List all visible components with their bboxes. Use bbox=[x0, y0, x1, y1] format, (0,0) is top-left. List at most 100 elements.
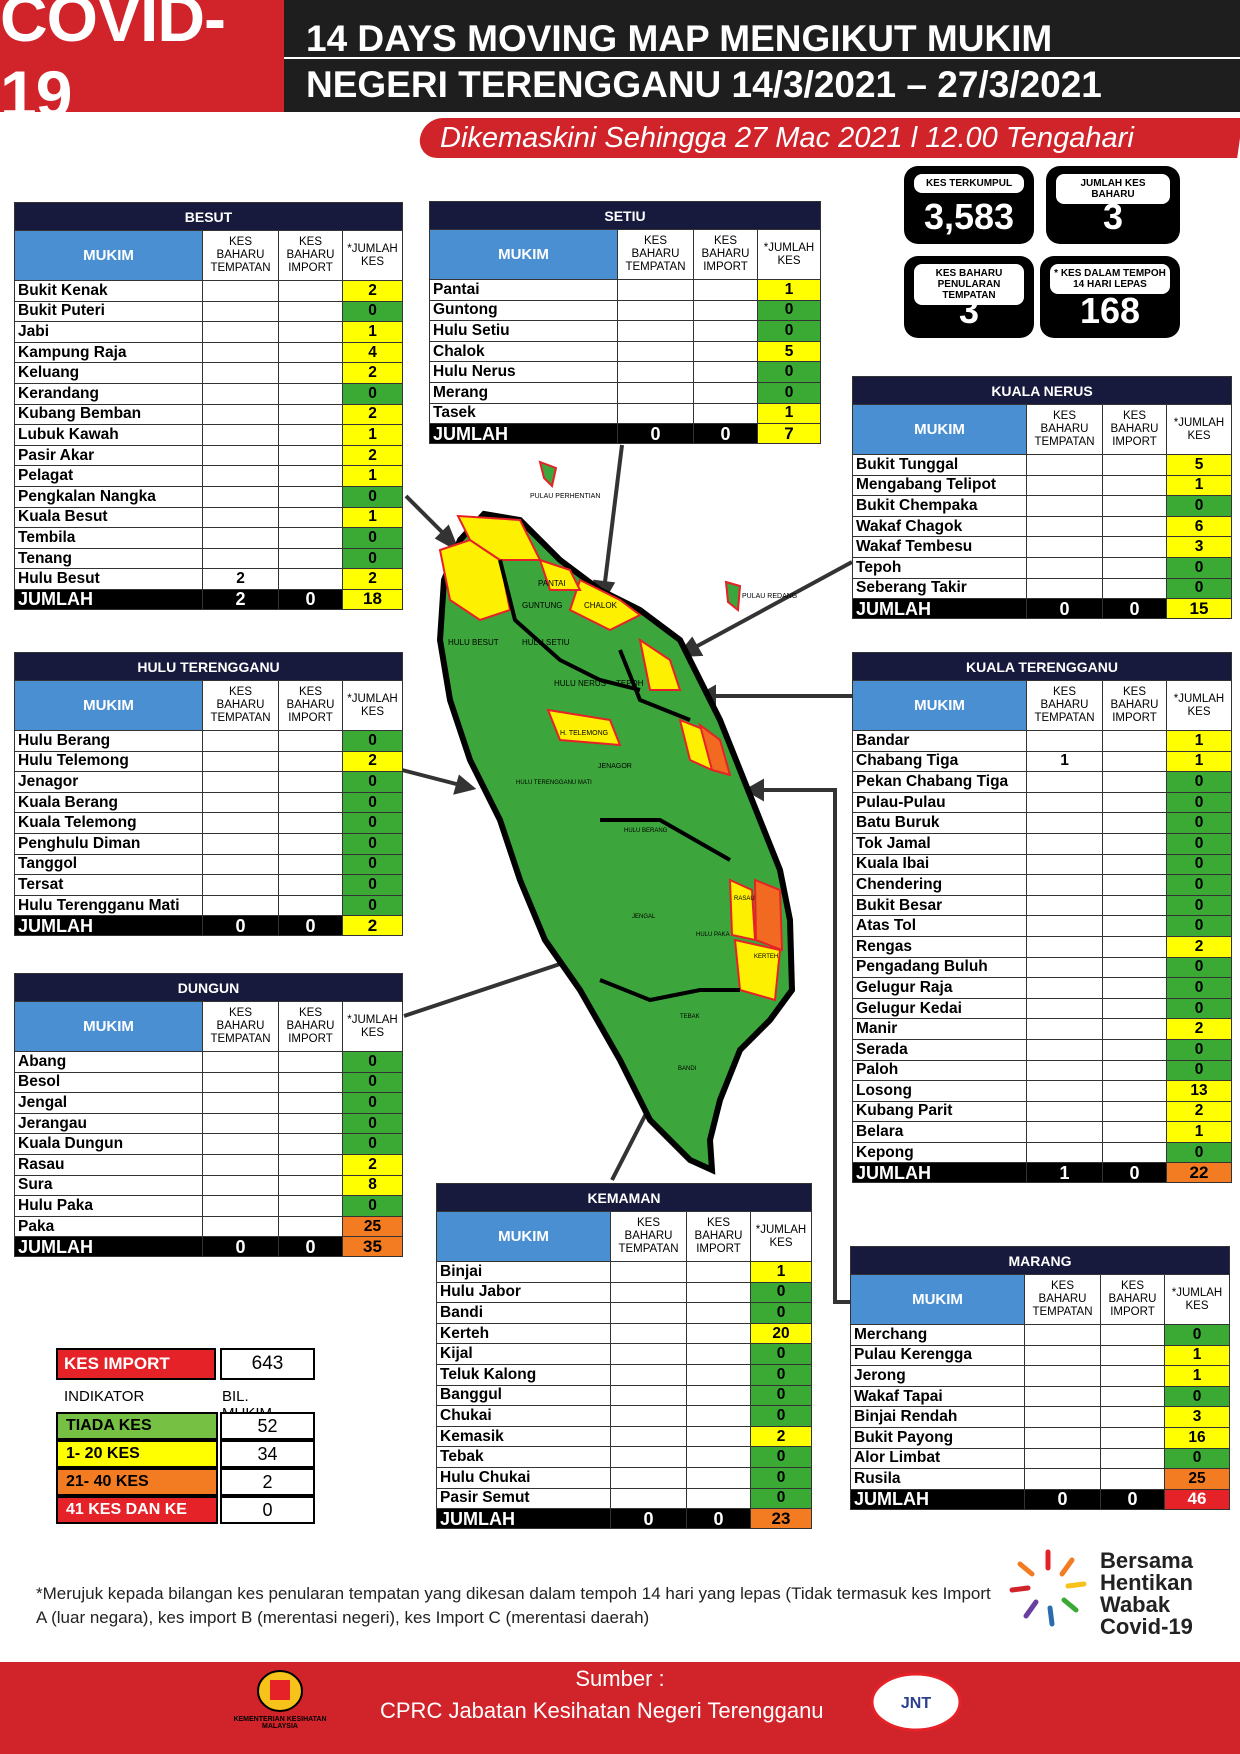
mukim-name: Kubang Parit bbox=[852, 1100, 1027, 1123]
legend-label: 21- 40 KES bbox=[56, 1468, 218, 1496]
table-row: Chendering 0 bbox=[852, 874, 1232, 896]
kes-import bbox=[686, 1322, 751, 1345]
kes-tempatan bbox=[1024, 1426, 1101, 1449]
mukim-name: Bukit Tunggal bbox=[852, 454, 1027, 476]
kes-tempatan bbox=[202, 750, 279, 773]
mukim-name: Jerangau bbox=[14, 1112, 203, 1135]
kes-tempatan bbox=[1026, 454, 1103, 476]
kes-tempatan bbox=[1026, 935, 1103, 958]
kes-tempatan bbox=[1026, 1141, 1103, 1164]
jumlah-kes: 0 bbox=[342, 547, 403, 570]
kes-tempatan bbox=[202, 1112, 279, 1135]
table-row: Kampung Raja 4 bbox=[14, 341, 403, 364]
total-import: 0 bbox=[278, 588, 343, 610]
jumlah-kes: 0 bbox=[342, 730, 403, 752]
total-import: 0 bbox=[278, 915, 343, 937]
mukim-name: Kemasik bbox=[436, 1425, 611, 1448]
state-outline bbox=[436, 510, 796, 1175]
kes-tempatan bbox=[1026, 1121, 1103, 1143]
district-table-kemaman: KEMAMAN MUKIM KES BAHARU TEMPATAN KES BAHAR… bbox=[436, 1183, 812, 1530]
kes-import bbox=[278, 1071, 343, 1094]
total-label: JUMLAH bbox=[436, 1508, 611, 1530]
mukim-name: Hulu Jabor bbox=[436, 1281, 611, 1304]
total-import: 0 bbox=[1102, 598, 1167, 620]
total-tempatan: 1 bbox=[1026, 1162, 1103, 1184]
kes-import bbox=[1102, 915, 1167, 937]
kes-import bbox=[278, 832, 343, 855]
kes-import bbox=[1102, 750, 1167, 773]
kes-tempatan bbox=[1026, 495, 1103, 517]
jumlah-kes: 0 bbox=[342, 1133, 403, 1155]
col-header-mukim: MUKIM bbox=[14, 230, 203, 281]
col-header-import: KES BAHARU IMPORT bbox=[693, 229, 758, 280]
table-row: Tenang 0 bbox=[14, 547, 403, 570]
table-row: Alor Limbat 0 bbox=[850, 1447, 1230, 1470]
campaign-logo-icon bbox=[1009, 1549, 1087, 1627]
kes-import bbox=[1102, 495, 1167, 517]
campaign-text: Bersama Hentikan Wabak Covid-19 bbox=[1100, 1550, 1193, 1638]
mukim-name: Tepoh bbox=[852, 556, 1027, 579]
total-row: JUMLAH 2 0 18 bbox=[14, 588, 403, 610]
mukim-name: Binjai Rendah bbox=[850, 1406, 1025, 1428]
jumlah-kes: 0 bbox=[342, 894, 403, 917]
stat-label: KES TERKUMPUL bbox=[914, 174, 1024, 193]
mukim-name: Banggul bbox=[436, 1384, 611, 1407]
total-jumlah: 7 bbox=[757, 423, 821, 445]
jumlah-kes: 0 bbox=[750, 1343, 812, 1365]
table-row: Seberang Takir 0 bbox=[852, 577, 1232, 600]
table-row: Kerteh 20 bbox=[436, 1322, 812, 1345]
jumlah-kes: 2 bbox=[342, 750, 403, 773]
kes-import bbox=[1102, 935, 1167, 958]
district-title: KEMAMAN bbox=[436, 1183, 812, 1212]
page-title-line2: NEGERI TERENGGANU 14/3/2021 – 27/3/2021 bbox=[306, 64, 1102, 105]
kes-tempatan bbox=[202, 1215, 279, 1238]
kes-import bbox=[686, 1302, 751, 1324]
jumlah-kes: 1 bbox=[1164, 1344, 1230, 1367]
table-row: Chabang Tiga 1 1 bbox=[852, 750, 1232, 773]
map-label-pantai: PANTAI bbox=[538, 579, 566, 588]
mukim-name: Guntong bbox=[429, 299, 618, 322]
jumlah-kes: 2 bbox=[342, 362, 403, 384]
jumlah-kes: 0 bbox=[1166, 874, 1232, 896]
kes-tempatan bbox=[1024, 1468, 1101, 1490]
district-table-setiu: SETIU MUKIM KES BAHARU TEMPATAN KES BAHARU … bbox=[429, 201, 821, 445]
mukim-name: Pulau-Pulau bbox=[852, 791, 1027, 814]
kes-import-value: 643 bbox=[220, 1348, 315, 1380]
total-jumlah: 18 bbox=[342, 588, 403, 610]
mukim-name: Chendering bbox=[852, 874, 1027, 896]
table-row: Hulu Jabor 0 bbox=[436, 1281, 812, 1304]
mukim-name: Belara bbox=[852, 1121, 1027, 1143]
jumlah-kes: 0 bbox=[342, 1051, 403, 1073]
region-kerteh bbox=[733, 938, 782, 1002]
kes-tempatan bbox=[1026, 1018, 1103, 1040]
mukim-name: Hulu Nerus bbox=[429, 361, 618, 383]
jumlah-kes: 0 bbox=[1166, 894, 1232, 917]
kes-import bbox=[686, 1261, 751, 1283]
col-header-tempatan: KES BAHARU TEMPATAN bbox=[202, 680, 279, 731]
table-row: Chalok 5 bbox=[429, 340, 821, 363]
kes-import bbox=[278, 280, 343, 302]
kes-import bbox=[1102, 1080, 1167, 1102]
legend-count: 2 bbox=[220, 1468, 315, 1496]
table-row: Serada 0 bbox=[852, 1038, 1232, 1061]
kes-import bbox=[278, 1195, 343, 1217]
region-paka bbox=[753, 878, 784, 952]
kes-tempatan bbox=[610, 1322, 687, 1345]
arrow-dungun bbox=[403, 958, 573, 1018]
jumlah-kes: 0 bbox=[1164, 1324, 1230, 1346]
border-hulu-dungun bbox=[600, 818, 731, 862]
table-row: Gelugur Kedai 0 bbox=[852, 997, 1232, 1020]
col-header-jumlah: *JUMLAH KES bbox=[1166, 680, 1232, 731]
jumlah-kes: 0 bbox=[757, 299, 821, 322]
total-tempatan: 0 bbox=[202, 1236, 279, 1258]
jumlah-kes: 0 bbox=[1166, 997, 1232, 1020]
mukim-name: Kubang Bemban bbox=[14, 403, 203, 426]
district-table-dungun: DUNGUN MUKIM KES BAHARU TEMPATAN KES BAHARU… bbox=[14, 973, 403, 1258]
kes-tempatan bbox=[202, 874, 279, 896]
kes-import-label: KES IMPORT bbox=[56, 1348, 216, 1380]
kes-tempatan bbox=[1026, 1100, 1103, 1123]
kes-import bbox=[1100, 1344, 1165, 1367]
kes-import bbox=[693, 299, 758, 322]
kes-tempatan bbox=[610, 1446, 687, 1468]
border-kuala-nerus bbox=[618, 649, 691, 722]
